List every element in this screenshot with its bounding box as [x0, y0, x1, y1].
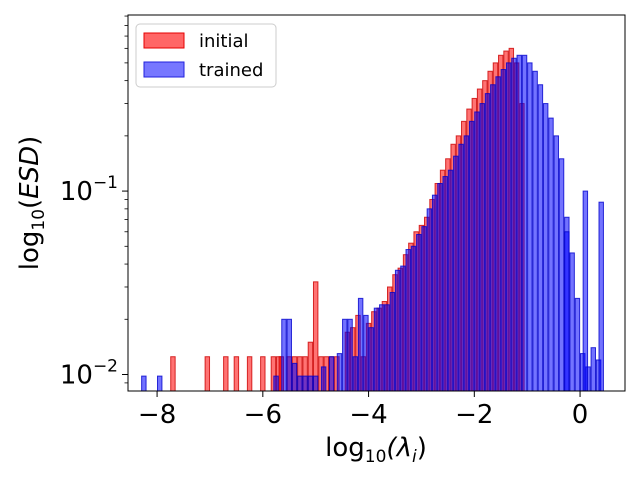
bar-trained: [328, 356, 335, 392]
series-trained-bars: [141, 54, 604, 392]
bar-trained: [479, 103, 485, 392]
bar-trained: [458, 143, 464, 392]
y-tick-label: 10−1: [60, 173, 118, 207]
bar-trained: [542, 103, 549, 392]
bar-trained: [553, 135, 559, 392]
bar-trained: [431, 194, 438, 392]
bar-trained: [410, 245, 417, 392]
bar-trained: [389, 291, 396, 392]
bar-trained: [291, 362, 298, 392]
bar-trained: [379, 304, 385, 392]
plot-frame: [127, 14, 626, 392]
bar-trained: [426, 208, 433, 392]
bar-trained: [394, 269, 401, 392]
y-axis-label: log10(ESD): [15, 136, 49, 271]
bar-trained: [347, 318, 353, 392]
y-axis-ticks: 10−2 10−1: [60, 15, 128, 390]
bar-trained: [500, 69, 507, 392]
bar-initial: [170, 356, 176, 392]
bar-initial: [233, 356, 240, 392]
bar-trained: [532, 70, 538, 392]
bar-trained: [281, 318, 287, 392]
bar-initial: [260, 356, 266, 392]
bar-initial: [312, 281, 319, 392]
bar-trained: [312, 375, 319, 392]
bar-trained: [527, 62, 533, 392]
bar-trained: [373, 307, 380, 392]
bar-trained: [447, 169, 454, 392]
bar-trained: [286, 318, 292, 392]
x-tick-label: −4: [349, 400, 387, 430]
bar-trained: [463, 135, 470, 392]
bar-trained: [495, 76, 501, 392]
bar-trained: [384, 304, 390, 392]
bar-trained: [564, 231, 570, 392]
legend-swatch-trained: [143, 61, 185, 78]
bar-trained: [368, 327, 374, 392]
legend-label-initial: initial: [199, 31, 249, 52]
x-tick-label: −2: [455, 400, 493, 430]
bar-trained: [437, 182, 443, 392]
bar-trained: [574, 297, 581, 392]
bar-trained: [416, 233, 422, 392]
bar-trained: [342, 318, 348, 392]
bar-trained: [363, 314, 369, 392]
bar-trained: [302, 375, 308, 392]
legend-label-trained: trained: [199, 60, 263, 81]
bar-trained: [521, 54, 528, 392]
x-tick-label: −8: [138, 400, 176, 430]
bar-trained: [352, 356, 359, 392]
bar-trained: [490, 84, 496, 392]
bar-trained: [141, 375, 147, 392]
bar-initial: [246, 356, 253, 392]
bar-trained: [598, 201, 604, 392]
bar-trained: [400, 265, 406, 392]
bar-trained: [474, 111, 480, 392]
legend: initial trained: [135, 23, 277, 88]
bar-trained: [511, 57, 517, 392]
bar-trained: [421, 226, 427, 392]
bar-trained: [558, 158, 565, 392]
x-tick-label: −6: [244, 400, 282, 430]
bar-trained: [453, 155, 459, 392]
bar-trained: [468, 120, 475, 392]
legend-swatch-initial: [143, 32, 185, 49]
bar-trained: [537, 84, 544, 392]
bar-trained: [442, 176, 448, 392]
bar-trained: [357, 297, 364, 392]
bar-trained: [548, 117, 554, 392]
bar-trained: [336, 353, 343, 392]
bar-trained: [569, 252, 575, 392]
bar-initial: [204, 356, 211, 392]
x-axis-label: log10(λi): [325, 433, 427, 467]
bar-trained: [405, 249, 411, 392]
y-tick-label: 10−2: [60, 356, 118, 390]
bar-trained: [484, 93, 491, 392]
bar-trained: [273, 375, 279, 392]
bar-trained: [320, 366, 327, 392]
bar-trained: [157, 375, 163, 392]
bar-trained: [505, 62, 512, 392]
x-axis-ticks: −8 −6 −4 −2 0: [138, 391, 588, 430]
x-tick-label: 0: [572, 400, 589, 430]
bar-trained: [307, 375, 314, 392]
bar-initial: [223, 356, 229, 392]
bar-trained: [590, 347, 596, 392]
bar-trained: [516, 54, 522, 392]
bar-trained: [297, 375, 303, 392]
bar-trained: [582, 190, 589, 392]
